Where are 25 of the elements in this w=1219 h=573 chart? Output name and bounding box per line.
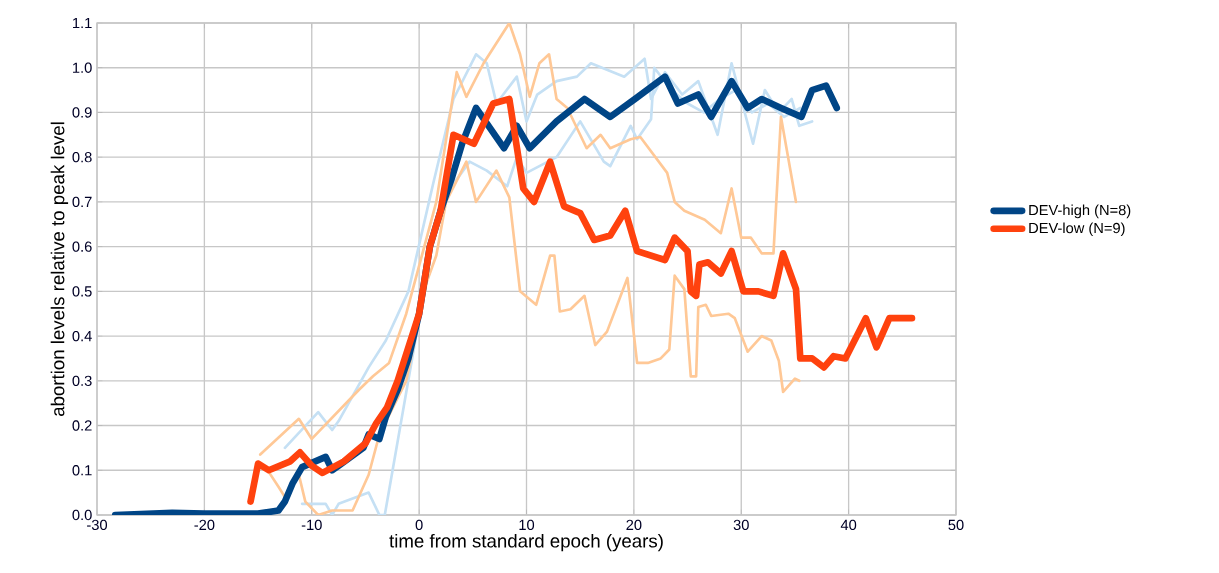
y-tick-label: 0.7 (72, 196, 92, 208)
x-tick-label: -20 (194, 519, 215, 531)
y-tick-label: 0.5 (72, 286, 92, 297)
x-tick-label: 0 (415, 519, 423, 531)
legend-label: DEV-low (N=9) (1029, 222, 1125, 237)
x-tick-label: 20 (626, 519, 642, 531)
y-tick-label: 0.1 (72, 465, 92, 476)
x-tick-label: -10 (301, 519, 322, 531)
y-tick-label: 0.2 (72, 420, 92, 431)
x-tick-label: 30 (733, 519, 749, 531)
y-tick-label: 1.0 (73, 62, 92, 73)
x-tick-label: 50 (948, 519, 964, 531)
x-tick-label: -30 (87, 519, 108, 531)
x-tick-label: 10 (519, 519, 535, 531)
y-tick-label: 0.0 (72, 509, 92, 521)
y-tick-label: 0.6 (72, 241, 92, 252)
x-axis-title: time from standard epoch (years) (389, 533, 663, 552)
y-tick-label: 0.8 (72, 151, 92, 163)
x-tick-label: 40 (840, 519, 857, 531)
y-tick-label: 1.1 (73, 17, 92, 29)
y-tick-label: 0.3 (72, 375, 92, 386)
y-tick-label: 0.9 (72, 107, 92, 118)
y-axis-title: abortion levels relative to peak level (50, 122, 69, 417)
legend-label: DEV-high (N=8) (1029, 204, 1131, 219)
y-tick-label: 0.4 (72, 330, 92, 342)
